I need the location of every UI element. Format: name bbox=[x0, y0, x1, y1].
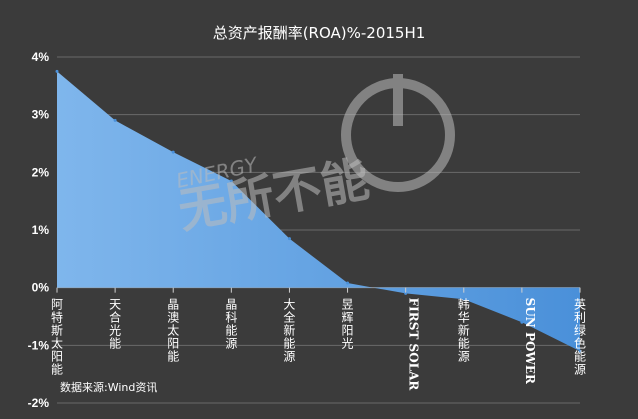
data-point bbox=[346, 281, 350, 285]
series-area bbox=[55, 69, 582, 353]
y-tick-label: -2% bbox=[28, 396, 50, 410]
data-point bbox=[113, 118, 117, 122]
data-point bbox=[404, 291, 408, 295]
x-axis-ticks: 阿特斯太阳能 天合光能 晶澳太阳能 晶科能源 大全新能源 昱辉阳光 FIRST SOLAR 韩… bbox=[51, 287, 586, 392]
y-tick-label: 1% bbox=[32, 223, 50, 237]
area-fill bbox=[57, 71, 580, 352]
x-tick-label: 阿特斯太阳能 bbox=[51, 298, 63, 377]
y-tick-label: 2% bbox=[32, 165, 50, 179]
data-point bbox=[520, 320, 524, 324]
data-point bbox=[462, 297, 466, 301]
x-tick-label: 晶科能源 bbox=[225, 298, 237, 351]
y-tick-label: -1% bbox=[28, 338, 50, 352]
x-tick-label: 天合光能 bbox=[109, 298, 121, 351]
y-axis-ticks: 4% 3% 2% 1% 0% -1% -2% bbox=[28, 50, 50, 410]
source-note: 数据来源:Wind资讯 bbox=[60, 380, 157, 394]
power-symbol-icon bbox=[341, 74, 455, 192]
y-tick-label: 4% bbox=[32, 50, 50, 64]
x-tick-label: 韩华新能源 bbox=[458, 297, 470, 364]
x-tick-label: 晶澳太阳能 bbox=[167, 298, 179, 364]
x-tick-label: 昱辉阳光 bbox=[342, 298, 354, 351]
y-tick-label: 0% bbox=[32, 281, 50, 295]
x-tick-label: 大全新能源 bbox=[283, 298, 295, 364]
x-tick-label: SUN POWER bbox=[523, 298, 537, 385]
data-point bbox=[55, 69, 59, 73]
data-point bbox=[171, 150, 175, 154]
y-tick-label: 3% bbox=[32, 108, 50, 122]
watermark: ENERGY 无所不能 bbox=[174, 74, 455, 240]
data-point bbox=[578, 349, 582, 353]
x-tick-label: 英利绿色能源 bbox=[574, 298, 586, 377]
chart-title: 总资产报酬率(ROA)%-2015H1 bbox=[213, 24, 426, 42]
data-point bbox=[287, 237, 291, 241]
data-point bbox=[229, 179, 233, 183]
x-tick-label: FIRST SOLAR bbox=[407, 298, 421, 392]
